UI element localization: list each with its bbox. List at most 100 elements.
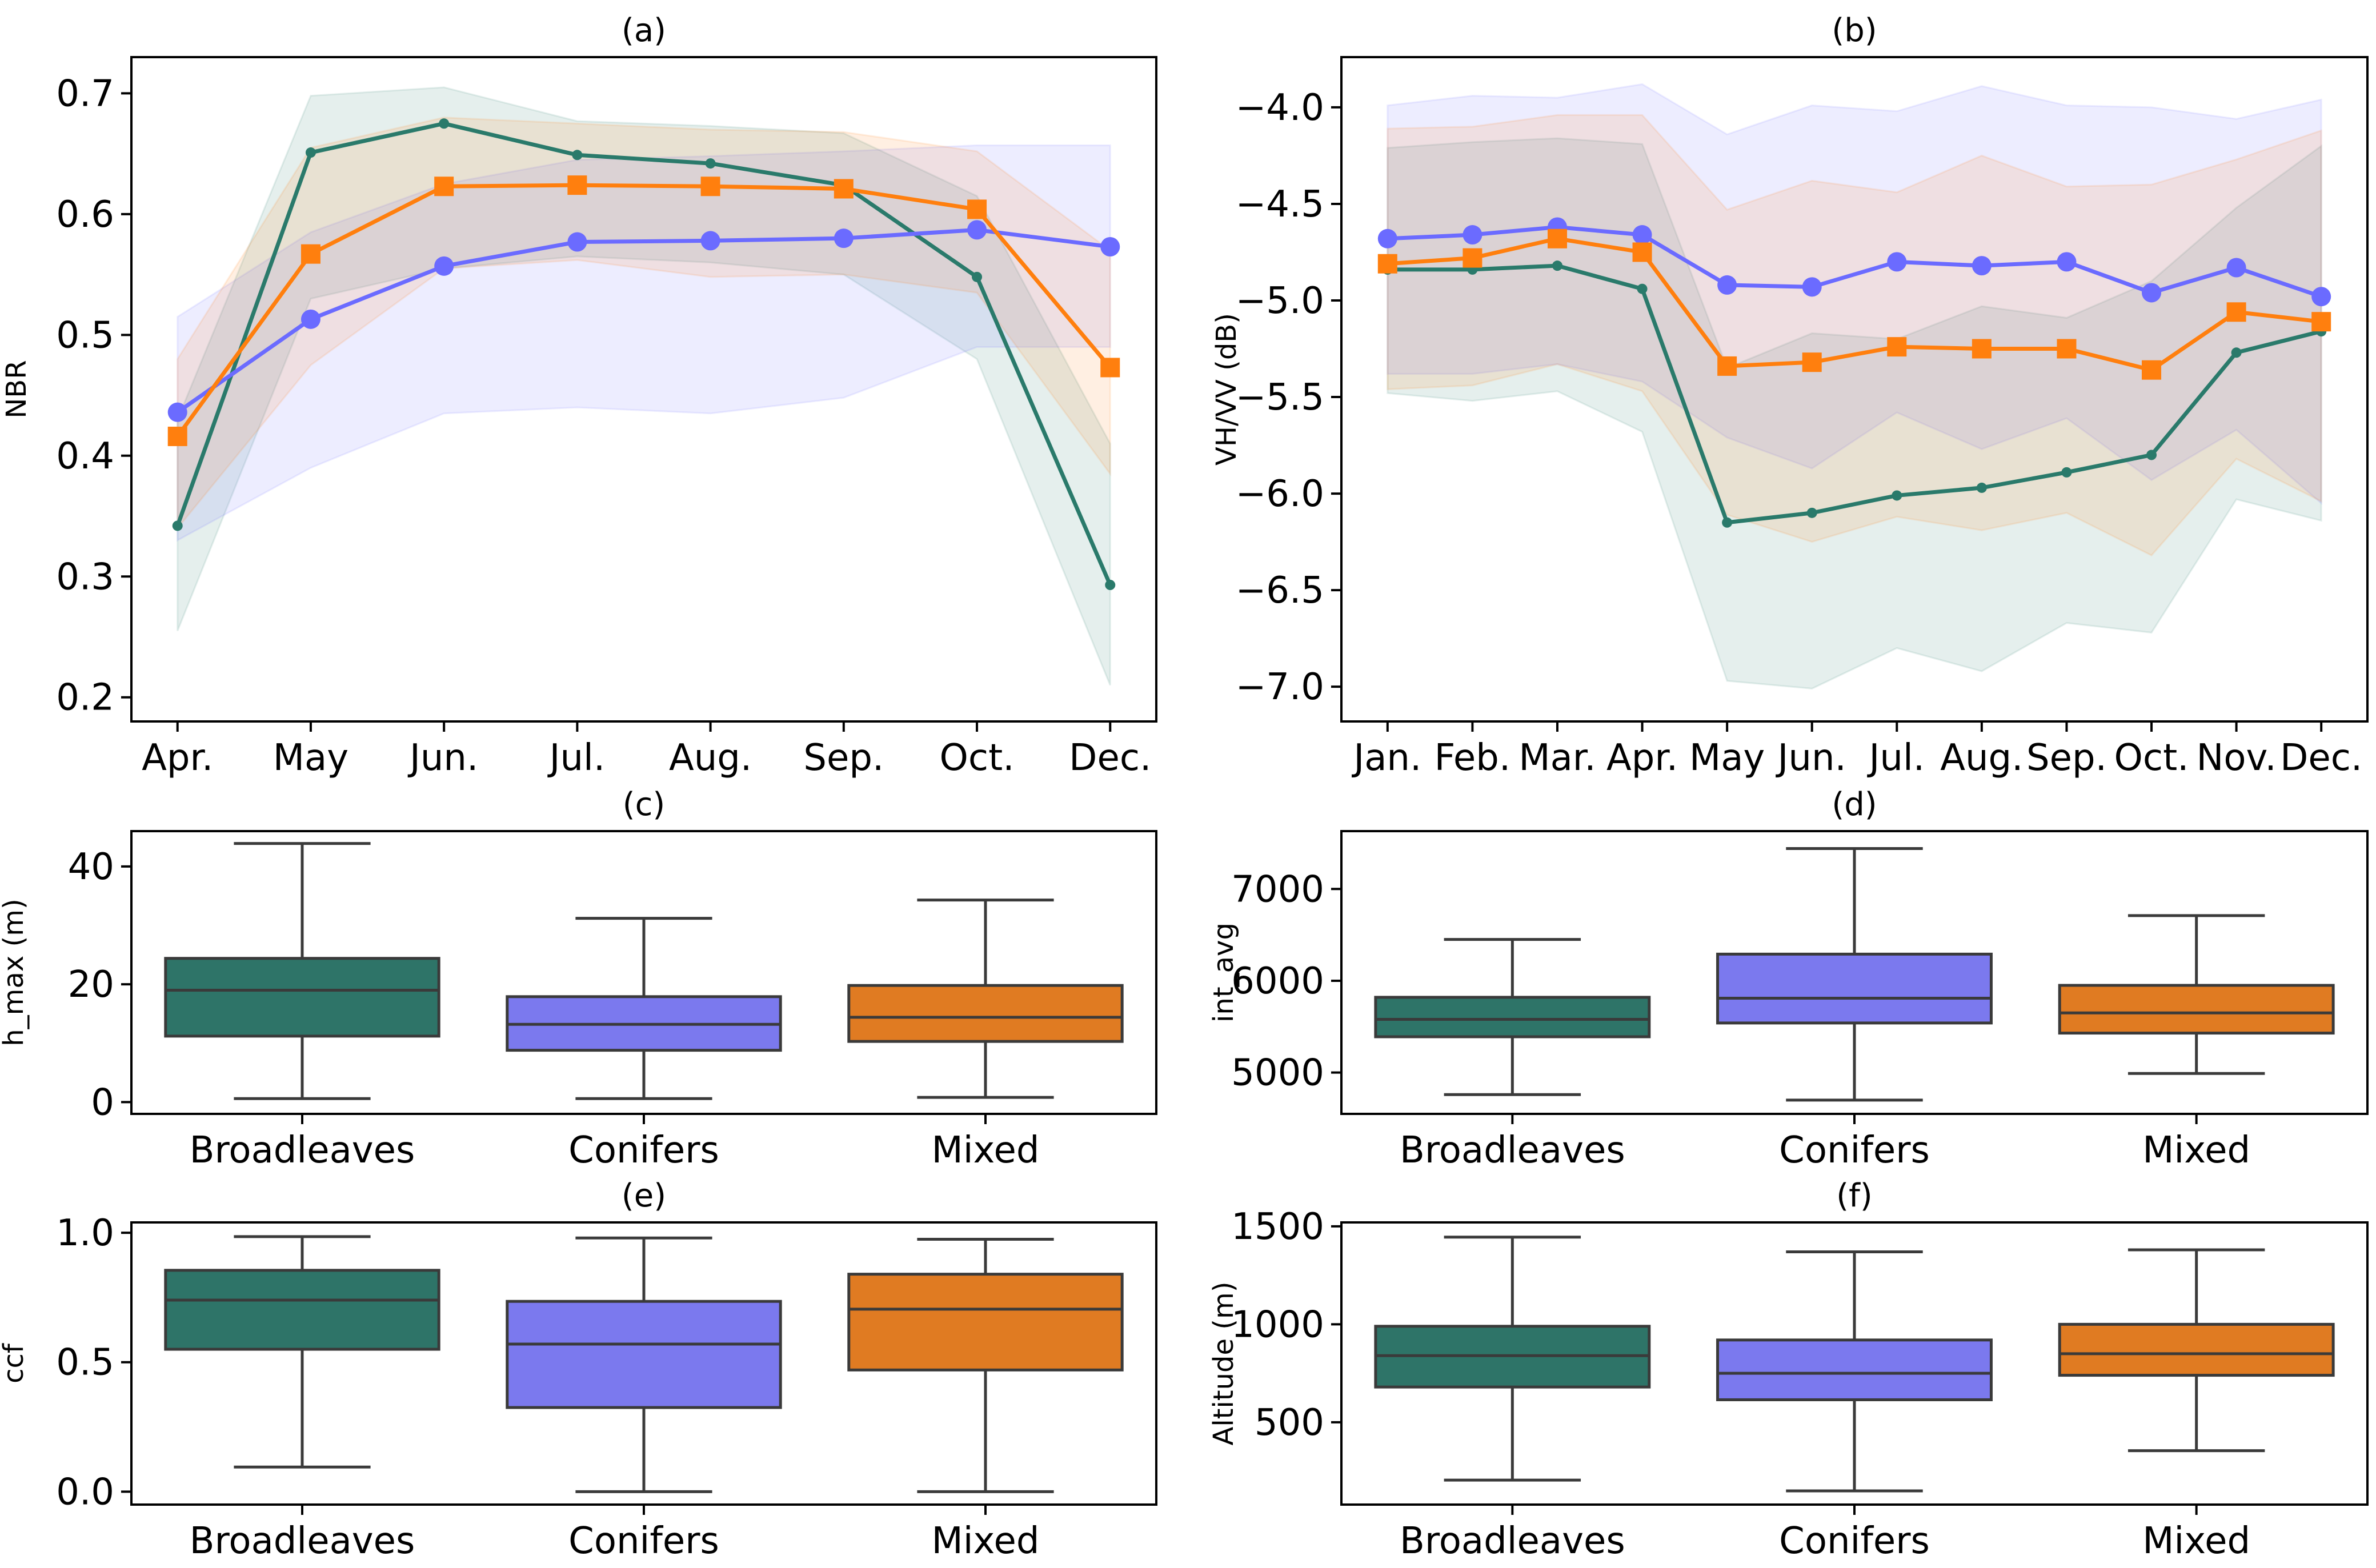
band-mixed (177, 117, 1111, 531)
x-tick-label: Sep. (2026, 737, 2107, 779)
x-tick-label: Aug. (1940, 737, 2023, 779)
y-tick-label: 0.5 (56, 1342, 114, 1384)
line-conifers (176, 227, 1111, 414)
y-tick-label: 0 (91, 1081, 114, 1124)
point-mixed (567, 175, 587, 195)
y-axis-label: ccf (0, 1343, 30, 1383)
point-conifers (2142, 283, 2162, 303)
y-tick-label: 1500 (1231, 1206, 1324, 1248)
y-tick-label: 1000 (1231, 1304, 1324, 1346)
point-mixed (300, 244, 320, 264)
point-conifers (967, 220, 987, 240)
point-conifers (1377, 228, 1397, 248)
point-mixed (834, 179, 854, 199)
box-conifers (1716, 1338, 1993, 1401)
point-broadleaves (439, 118, 450, 129)
x-tick-label: Mixed (2142, 1129, 2250, 1172)
y-tick-label: 5000 (1231, 1052, 1324, 1094)
point-broadleaves (172, 520, 183, 531)
point-broadleaves (972, 271, 983, 282)
x-tick-label: Conifers (568, 1129, 719, 1172)
x-tick-label: Feb. (1435, 737, 1511, 779)
x-tick-label: Jan. (1351, 737, 1421, 779)
line-mixed (175, 183, 1112, 438)
point-broadleaves (1105, 580, 1116, 591)
y-tick-label: 0.7 (56, 73, 114, 115)
x-tick-label: Mar. (1518, 737, 1596, 779)
point-broadleaves (705, 158, 716, 169)
y-tick-label: 0.4 (56, 435, 114, 478)
point-mixed (1717, 356, 1737, 376)
x-tick-label: Jul. (1867, 737, 1925, 779)
point-mixed (1632, 242, 1652, 262)
x-tick-label: Nov. (2196, 737, 2276, 779)
plot-frame (130, 1221, 1157, 1506)
panel-title: (a) (622, 12, 666, 49)
point-mixed (1887, 337, 1907, 357)
point-conifers (700, 231, 720, 251)
y-tick-label: −6.0 (1236, 473, 1324, 515)
point-conifers (2057, 252, 2077, 272)
panel-title: (c) (623, 786, 665, 823)
point-broadleaves (1637, 283, 1648, 294)
panel-a: (a) NBR 0.2 0.3 0.4 0.5 0.6 0.7 Apr. May Jun. Jul. A… (1, 12, 1157, 779)
point-mixed (2142, 360, 2162, 380)
point-conifers (567, 232, 587, 252)
y-tick-label: 40 (68, 846, 114, 888)
point-mixed (1463, 248, 1483, 268)
line-mixed (1387, 236, 2322, 372)
point-conifers (1802, 277, 1822, 297)
y-axis-label: h_max (m) (0, 899, 30, 1046)
box-mixed (847, 984, 1124, 1043)
x-tick-label: Apr. (142, 737, 213, 779)
box-conifers (506, 1300, 782, 1409)
point-broadleaves (1552, 260, 1562, 271)
x-tick-label: Apr. (1606, 737, 1678, 779)
y-tick-label: −4.0 (1236, 87, 1324, 129)
line-broadleaves (1387, 263, 2322, 525)
x-tick-label: Broadleaves (1400, 1129, 1625, 1172)
panel-b: (b) VH/VV (dB) −7.0 −6.5 −6.0 −5.5 −5.0 −4.5 −4.… (1211, 12, 2369, 779)
y-tick-label: −4.5 (1236, 183, 1324, 226)
y-tick-label: −5.0 (1236, 280, 1324, 322)
point-mixed (1802, 352, 1822, 372)
x-tick-label: Broadleaves (190, 1520, 415, 1562)
point-conifers (1632, 225, 1652, 245)
x-tick-label: Jun. (1776, 737, 1846, 779)
box-mixed (2058, 984, 2335, 1035)
y-tick-label: 0.5 (56, 314, 114, 356)
x-tick-label: Dec. (2280, 737, 2362, 779)
panel-title: (f) (1836, 1177, 1872, 1214)
point-mixed (1972, 339, 1992, 359)
point-broadleaves (2061, 467, 2072, 478)
point-mixed (2057, 339, 2077, 359)
point-mixed (2226, 302, 2246, 322)
point-broadleaves (2231, 347, 2242, 358)
box-broadleaves (164, 1269, 440, 1351)
band-mixed (1387, 114, 2322, 557)
x-tick-label: Broadleaves (1400, 1520, 1625, 1562)
y-tick-label: −7.0 (1236, 666, 1324, 708)
x-tick-label: Mixed (932, 1129, 1040, 1172)
point-mixed (1100, 358, 1120, 378)
box-conifers (1716, 952, 1993, 1025)
y-tick-label: −6.5 (1236, 570, 1324, 612)
x-tick-label: May (273, 737, 348, 779)
x-tick-label: May (1689, 737, 1765, 779)
y-tick-label: 0.6 (56, 194, 114, 236)
x-tick-label: Broadleaves (190, 1129, 415, 1172)
box-broadleaves (164, 957, 440, 1038)
point-conifers (1717, 275, 1737, 295)
panel-f: (f) Altitude (m) 500 1000 1500 Broadleaves Con… (1208, 1177, 2369, 1562)
point-broadleaves (305, 147, 316, 158)
x-tick-label: Jun. (407, 737, 478, 779)
point-mixed (700, 177, 720, 196)
y-tick-label: 0.2 (56, 677, 114, 719)
x-tick-label: Dec. (1069, 737, 1151, 779)
plot-frame (1340, 56, 2369, 723)
y-tick-label: 500 (1255, 1402, 1324, 1444)
y-axis-label: Altitude (m) (1208, 1281, 1240, 1445)
y-axis-label: NBR (1, 360, 33, 418)
panel-title: (e) (622, 1177, 666, 1214)
band-conifers (1387, 83, 2322, 506)
